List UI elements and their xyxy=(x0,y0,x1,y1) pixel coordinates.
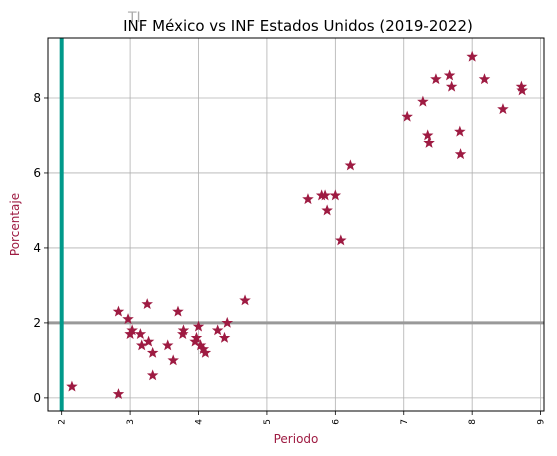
data-point xyxy=(218,331,231,343)
reference-lines xyxy=(48,38,544,411)
y-axis-label: Porcentaje xyxy=(8,193,22,256)
y-tick-label: 4 xyxy=(33,241,41,255)
y-tick-label: 6 xyxy=(33,166,41,180)
x-tick-label: 7 xyxy=(400,419,410,425)
data-point xyxy=(344,159,357,171)
data-point xyxy=(142,335,155,347)
x-tick-label: 6 xyxy=(331,419,341,425)
data-point xyxy=(430,73,442,85)
x-axis-label: Periodo xyxy=(274,432,319,446)
data-point xyxy=(335,234,347,246)
data-point xyxy=(445,80,458,92)
data-point xyxy=(221,316,233,328)
data-point xyxy=(172,305,184,317)
y-tick-label: 8 xyxy=(33,91,41,105)
data-point xyxy=(146,346,159,358)
x-tick-label: 8 xyxy=(468,419,478,425)
data-point xyxy=(190,331,203,343)
data-point xyxy=(146,369,159,381)
data-point xyxy=(497,103,509,115)
data-point xyxy=(167,354,179,366)
x-ticks: 2 3 4 5 6 7 8 9 xyxy=(58,411,547,425)
data-point xyxy=(141,298,153,310)
data-point xyxy=(211,324,224,336)
data-point xyxy=(199,346,212,358)
data-point xyxy=(112,388,125,400)
x-tick-label: 5 xyxy=(263,419,273,425)
data-point xyxy=(454,148,467,160)
data-point xyxy=(319,189,331,201)
data-point xyxy=(112,305,125,317)
data-point xyxy=(321,204,333,216)
plot-frame xyxy=(47,37,545,412)
data-point xyxy=(177,328,189,340)
data-point xyxy=(421,129,434,141)
y-ticks: 0 2 4 6 8 xyxy=(33,91,48,405)
chart-title: INF México vs INF Estados Unidos (2019-2… xyxy=(123,17,473,35)
data-point xyxy=(126,324,138,336)
y-tick-label: 2 xyxy=(33,316,41,330)
data-point xyxy=(401,110,413,122)
data-point xyxy=(192,320,205,332)
data-point xyxy=(329,189,342,201)
data-point xyxy=(466,50,478,62)
data-point xyxy=(239,294,251,306)
data-point xyxy=(177,324,190,336)
watermark-text: TI xyxy=(127,10,141,26)
data-point xyxy=(66,380,78,392)
data-point xyxy=(135,339,148,351)
data-point xyxy=(423,136,435,148)
y-tick-label: 0 xyxy=(33,391,41,405)
data-point xyxy=(516,84,528,96)
x-tick-label: 4 xyxy=(195,419,205,425)
data-points xyxy=(66,50,528,400)
x-tick-label: 3 xyxy=(126,419,136,425)
data-point xyxy=(134,328,147,340)
data-point xyxy=(478,73,491,85)
data-point xyxy=(417,95,429,107)
data-point xyxy=(161,339,174,351)
grid xyxy=(48,38,544,411)
data-point xyxy=(122,313,134,325)
x-tick-label: 2 xyxy=(58,419,68,425)
data-point xyxy=(454,125,466,137)
data-point xyxy=(443,69,456,81)
data-point xyxy=(302,193,314,205)
x-tick-label: 9 xyxy=(537,419,547,425)
